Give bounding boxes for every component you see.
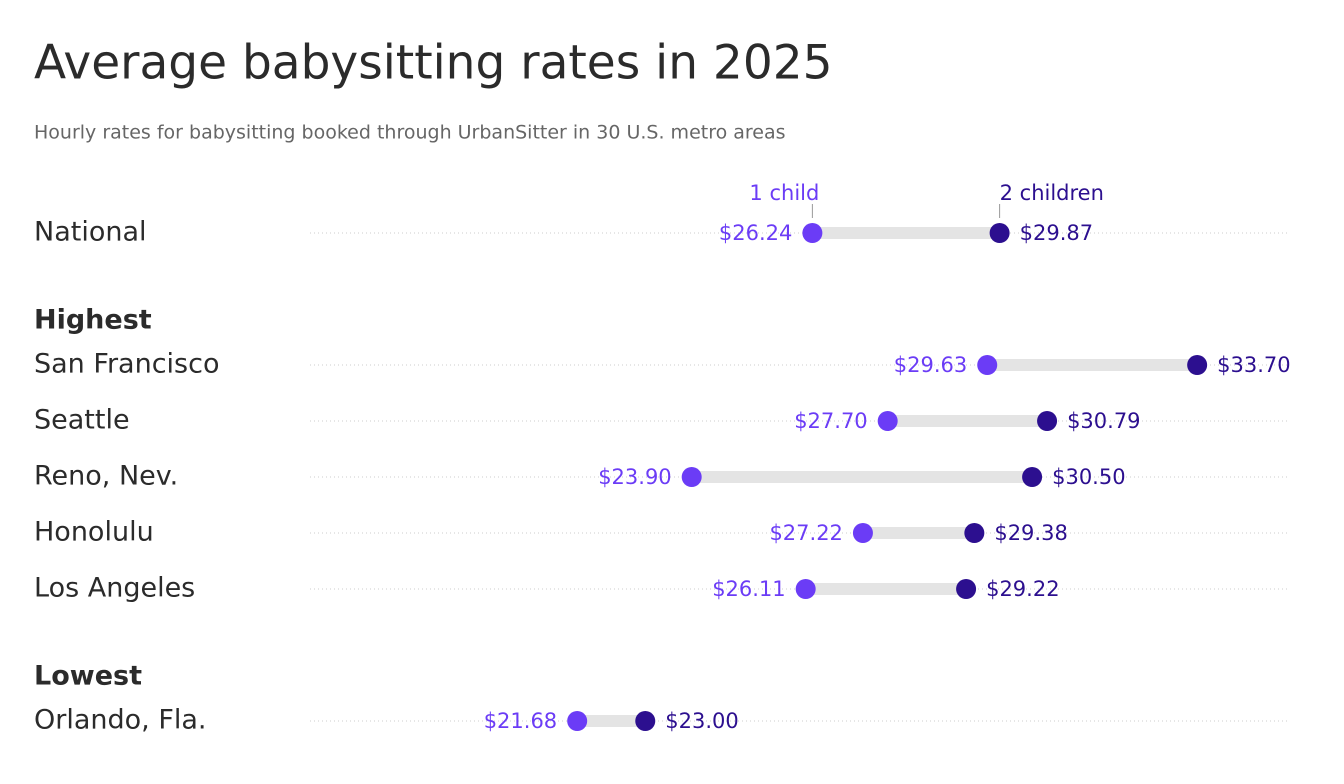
dot — [1037, 411, 1058, 431]
value-label: $23.00 — [665, 709, 738, 733]
value-label: $27.22 — [769, 521, 842, 545]
row-label: National — [34, 217, 147, 248]
dot — [635, 711, 656, 731]
value-label: $26.11 — [712, 577, 785, 601]
row-label: Los Angeles — [34, 573, 195, 604]
row-label: Seattle — [34, 405, 130, 436]
value-label: $30.79 — [1067, 409, 1140, 433]
dot — [989, 223, 1010, 243]
value-label: $29.87 — [1020, 221, 1093, 245]
group-label: Lowest — [34, 661, 142, 692]
value-label: $33.70 — [1217, 353, 1290, 377]
dot — [877, 411, 898, 431]
dot — [852, 523, 873, 543]
legend-label: 1 child — [749, 181, 819, 205]
group-label: Highest — [34, 305, 152, 336]
legend-label: 2 children — [1000, 181, 1104, 205]
dot — [977, 355, 998, 375]
dot — [681, 467, 702, 487]
chart-title: Average babysitting rates in 2025 — [34, 36, 833, 91]
row-label: San Francisco — [34, 349, 219, 380]
value-label: $26.24 — [719, 221, 792, 245]
dot — [1022, 467, 1043, 487]
dot — [567, 711, 588, 731]
row-label: Honolulu — [34, 517, 154, 548]
value-label: $27.70 — [794, 409, 867, 433]
dot — [802, 223, 823, 243]
row-label: Orlando, Fla. — [34, 705, 207, 736]
row-label: Reno, Nev. — [34, 461, 178, 492]
value-label: $21.68 — [484, 709, 557, 733]
value-label: $29.63 — [894, 353, 967, 377]
chart-subtitle: Hourly rates for babysitting booked thro… — [34, 122, 786, 144]
dot — [795, 579, 816, 599]
value-label: $23.90 — [598, 465, 671, 489]
value-label: $29.22 — [986, 577, 1059, 601]
value-label: $30.50 — [1052, 465, 1125, 489]
value-label: $29.38 — [994, 521, 1067, 545]
dot — [964, 523, 985, 543]
dot — [1187, 355, 1208, 375]
dot — [956, 579, 977, 599]
